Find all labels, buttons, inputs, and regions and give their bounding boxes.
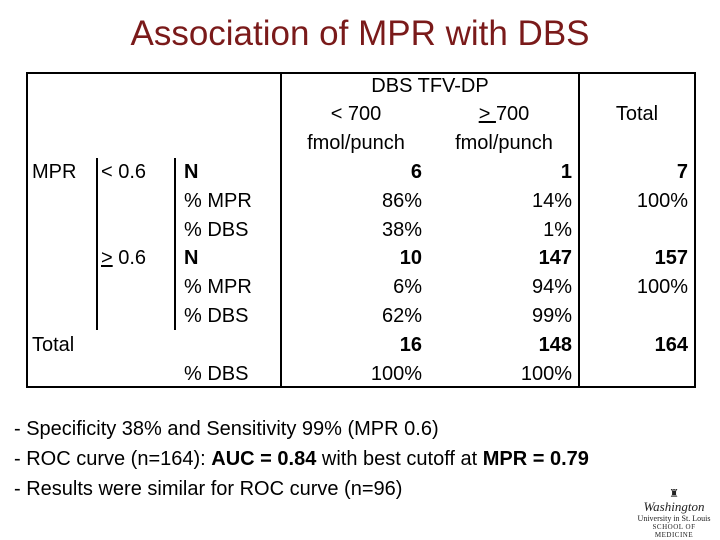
low-pct-mpr-col1: 86% xyxy=(381,190,422,212)
low-n-col2: 1 xyxy=(560,161,572,183)
table-border-right xyxy=(694,72,696,388)
total-n-col2: 148 xyxy=(538,334,572,356)
header-total: Total xyxy=(615,103,659,125)
high-pct-mpr-total: 100% xyxy=(636,276,688,298)
high-pct-mpr-col2: 94% xyxy=(531,276,572,298)
note-cutoff-value: MPR = 0.79 xyxy=(482,448,589,470)
notes-list: - Specificity 38% and Sensitivity 99% (M… xyxy=(14,414,589,504)
total-pct-dbs-col2: 100% xyxy=(520,363,572,385)
low-pct-dbs-col2: 1% xyxy=(543,219,572,241)
low-pct-mpr-total: 100% xyxy=(636,190,688,212)
high-pct-mpr-label: % MPR xyxy=(184,276,252,298)
row-label-low-value: 0.6 xyxy=(118,161,147,183)
table-divider-mpr-inner-right xyxy=(174,158,176,330)
low-pct-mpr-col2: 14% xyxy=(531,190,572,212)
low-pct-mpr-label: % MPR xyxy=(184,190,252,212)
slide-title: Association of MPR with DBS xyxy=(130,14,590,53)
low-n-label: N xyxy=(184,161,199,183)
row-label-low: < 0.6 xyxy=(101,158,146,187)
total-n-total: 164 xyxy=(654,334,688,356)
row-label-low-prefix: < xyxy=(101,161,119,183)
table-divider-mpr-inner-left xyxy=(96,158,98,330)
high-n-col1: 10 xyxy=(399,247,422,269)
high-pct-dbs-col1: 62% xyxy=(381,305,422,327)
row-label-mpr: MPR xyxy=(32,161,77,183)
contingency-table: DBS TFV-DP < 700 > 700 fmol/punch fmol/p… xyxy=(26,72,696,388)
logo-line3: SCHOOL OF MEDICINE xyxy=(652,523,696,539)
low-pct-dbs-col1: 38% xyxy=(381,219,422,241)
header-dbs-group: DBS TFV-DP xyxy=(371,75,489,97)
note-roc-auc-mid: with best cutoff at xyxy=(316,448,483,470)
high-pct-dbs-label: % DBS xyxy=(184,305,249,327)
table-divider-dbs-left xyxy=(280,72,282,388)
header-col2-value: 700 xyxy=(495,103,530,125)
row-label-high: > 0.6 xyxy=(101,244,146,273)
header-col2-line2: fmol/punch xyxy=(455,132,553,154)
table-border-left xyxy=(26,72,28,388)
low-pct-dbs-label: % DBS xyxy=(184,219,249,241)
low-n-col1: 6 xyxy=(410,161,422,183)
row-label-total: Total xyxy=(32,334,75,356)
note-similar-results: - Results were similar for ROC curve (n=… xyxy=(14,478,403,500)
table-border-bottom xyxy=(26,386,696,388)
note-specificity: - Specificity 38% and Sensitivity 99% (M… xyxy=(14,418,439,440)
note-auc-value: AUC = 0.84 xyxy=(211,448,317,470)
university-logo: ♜ Washington University in St. Louis SCH… xyxy=(636,488,712,539)
logo-line1: Washington xyxy=(643,499,705,514)
header-col1-line1: < 700 xyxy=(330,103,382,125)
total-pct-dbs-col1: 100% xyxy=(370,363,422,385)
total-pct-dbs-label: % DBS xyxy=(184,363,249,385)
logo-line2: University in St. Louis xyxy=(637,514,711,523)
high-n-col2: 147 xyxy=(538,247,572,269)
header-col2-line1: > 700 xyxy=(430,100,578,129)
high-pct-dbs-col2: 99% xyxy=(531,305,572,327)
high-n-label: N xyxy=(184,247,199,269)
note-roc-auc-lead: - ROC curve (n=164): xyxy=(14,448,212,470)
header-col2-prefix: > xyxy=(478,103,496,125)
table-border-top xyxy=(26,72,696,74)
row-label-high-value: 0.6 xyxy=(112,247,147,269)
low-n-total: 7 xyxy=(676,161,688,183)
table-divider-dbs-right xyxy=(578,72,580,388)
row-label-high-prefix: > xyxy=(101,247,113,269)
note-roc-auc: - ROC curve (n=164): AUC = 0.84 with bes… xyxy=(14,444,589,474)
total-n-col1: 16 xyxy=(399,334,422,356)
crest-icon: ♜ xyxy=(669,488,679,500)
high-n-total: 157 xyxy=(654,247,688,269)
high-pct-mpr-col1: 6% xyxy=(393,276,422,298)
header-col1-line2: fmol/punch xyxy=(307,132,405,154)
